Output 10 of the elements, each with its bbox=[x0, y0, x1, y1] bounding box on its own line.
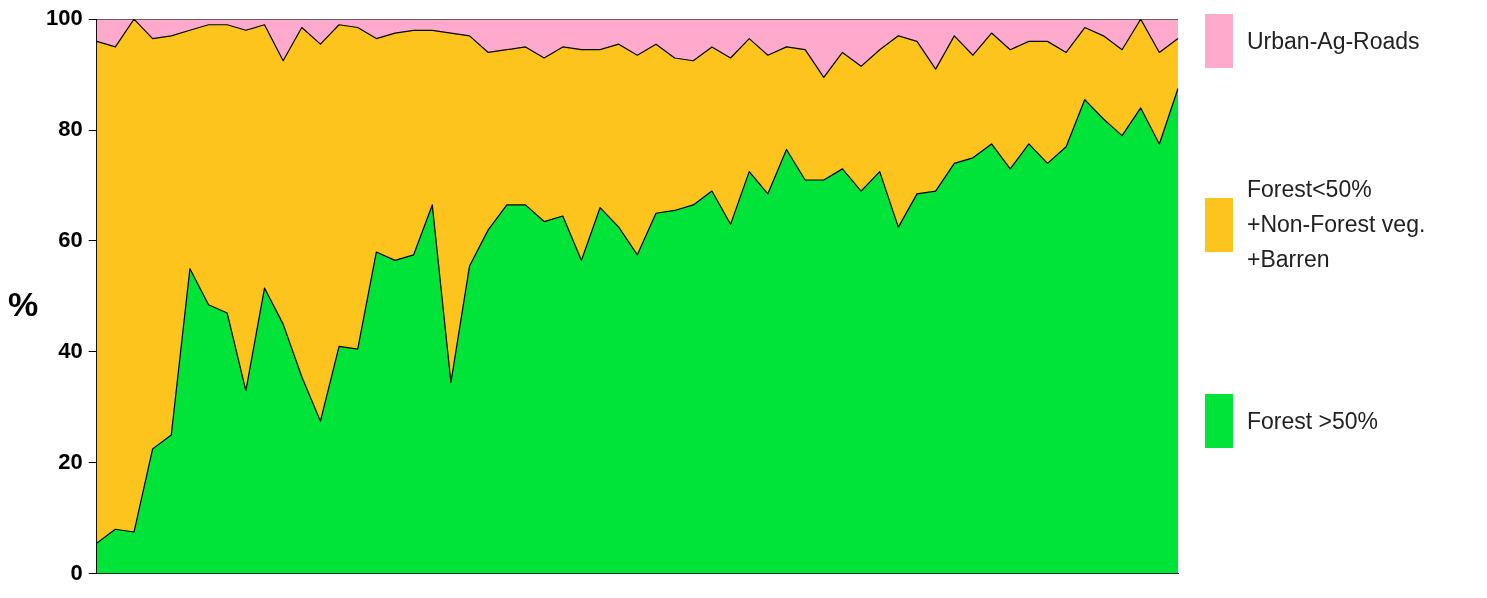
y-tick-label: 20 bbox=[58, 448, 83, 474]
y-tick-label: 80 bbox=[58, 116, 83, 142]
legend-label: Urban-Ag-Roads bbox=[1247, 26, 1420, 56]
y-tick-label: 60 bbox=[58, 227, 83, 253]
legend-label: Forest >50% bbox=[1247, 406, 1379, 436]
legend-label: Forest<50% +Non-Forest veg. +Barren bbox=[1247, 175, 1426, 274]
y-axis-title: % bbox=[8, 285, 39, 324]
y-tick-label: 40 bbox=[58, 337, 83, 363]
y-tick-label: 100 bbox=[45, 5, 83, 31]
y-tick-label: 0 bbox=[70, 559, 83, 585]
